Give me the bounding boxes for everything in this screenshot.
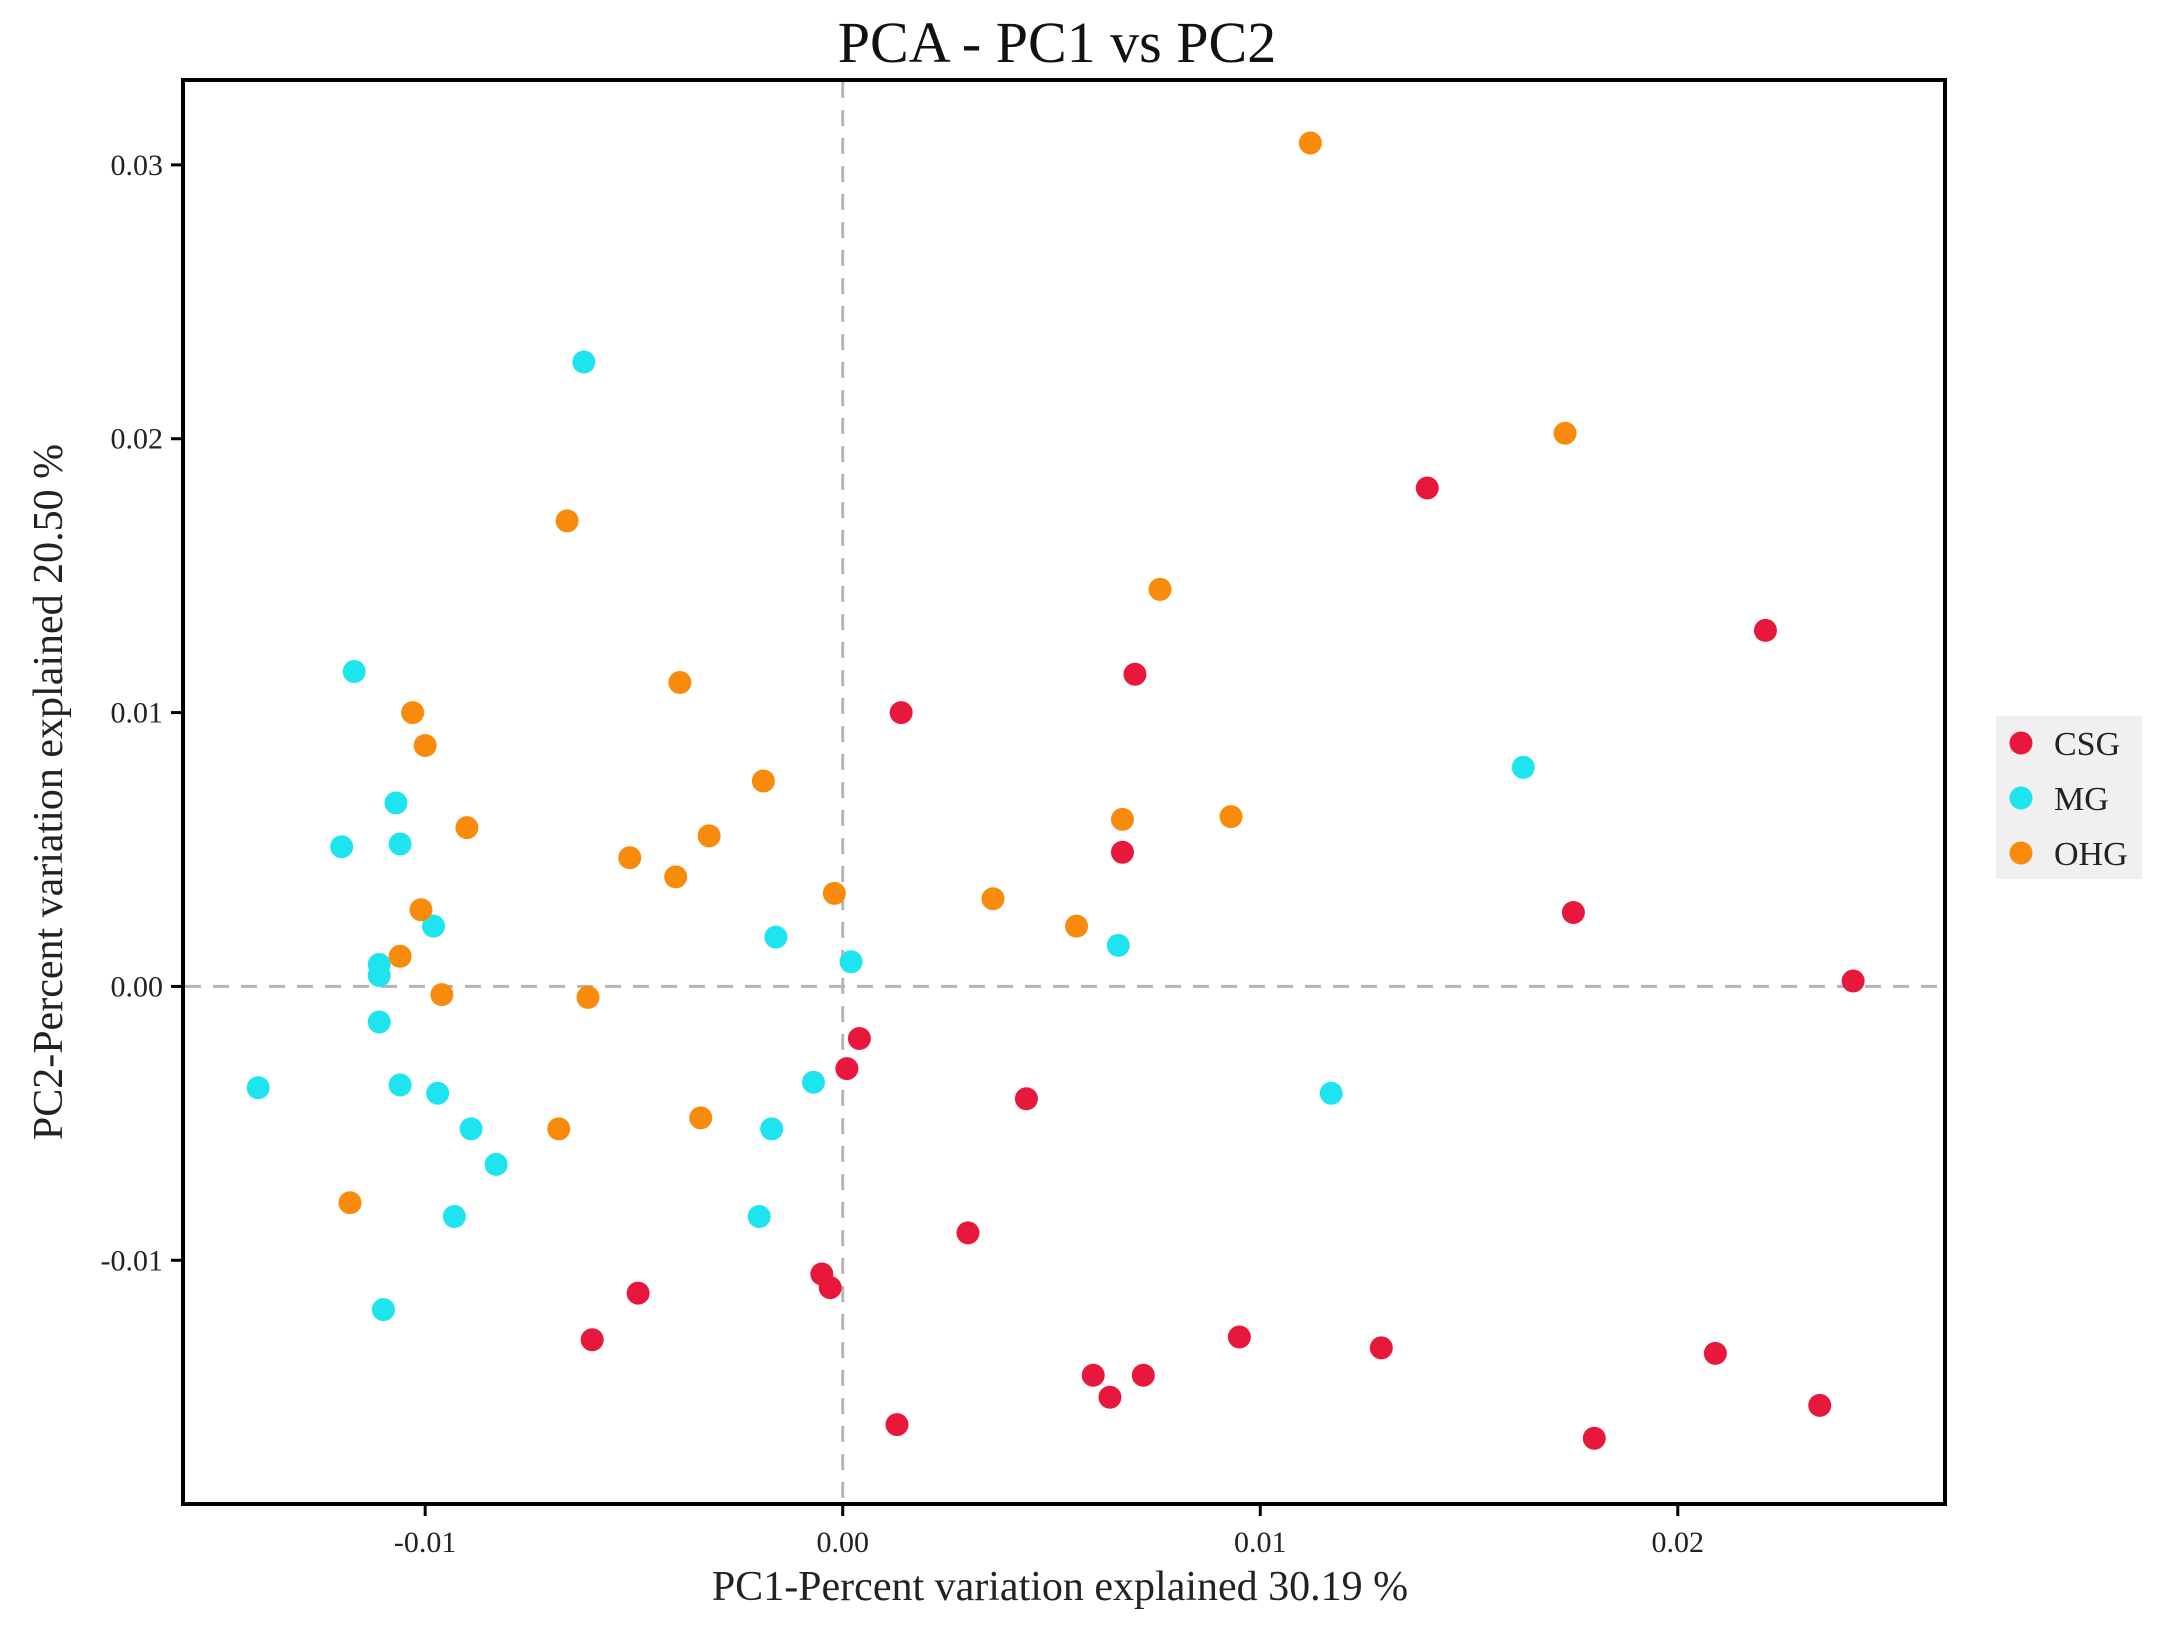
point-csg	[885, 1413, 909, 1437]
legend-key-ohg	[2009, 841, 2033, 865]
point-csg	[1081, 1363, 1105, 1387]
point-csg	[835, 1057, 859, 1081]
point-csg	[626, 1281, 650, 1305]
plot-area	[181, 78, 1947, 1506]
point-ohg	[555, 509, 579, 533]
point-csg	[847, 1026, 871, 1050]
point-ohg	[981, 887, 1005, 911]
point-csg	[1369, 1336, 1393, 1360]
point-ohg	[1298, 131, 1322, 155]
point-mg	[367, 963, 391, 987]
point-ohg	[1148, 577, 1172, 601]
point-ohg	[455, 816, 479, 840]
point-ohg	[401, 701, 425, 725]
point-mg	[422, 914, 446, 938]
point-ohg	[1110, 807, 1134, 831]
point-csg	[1808, 1393, 1832, 1417]
point-csg	[1582, 1426, 1606, 1450]
y-tick-label: 0.02	[111, 423, 164, 456]
point-csg	[1014, 1087, 1038, 1111]
point-mg	[839, 950, 863, 974]
y-axis-title: PC2-Percent variation explained 20.50 %	[26, 444, 72, 1140]
point-mg	[330, 835, 354, 859]
point-mg	[1511, 755, 1535, 779]
x-tick-label: 0.02	[1652, 1526, 1705, 1559]
point-ohg	[338, 1191, 362, 1215]
point-ohg	[689, 1106, 713, 1130]
point-csg	[1227, 1325, 1251, 1349]
point-mg	[459, 1117, 483, 1141]
point-mg	[1319, 1081, 1343, 1105]
point-ohg	[409, 898, 433, 922]
y-axis: -0.01 0.00 0.01 0.02 0.03	[101, 149, 183, 1277]
point-ohg	[751, 769, 775, 793]
point-csg	[1753, 618, 1777, 642]
data-points	[246, 131, 1865, 1450]
y-tick-label: -0.01	[101, 1244, 164, 1277]
x-tick-label: 0.00	[816, 1526, 869, 1559]
point-ohg	[413, 733, 437, 757]
point-csg	[1841, 969, 1865, 993]
legend-label-ohg: OHG	[2054, 836, 2128, 873]
point-csg	[580, 1328, 604, 1352]
x-tick-label: -0.01	[394, 1526, 457, 1559]
point-ohg	[388, 944, 412, 968]
point-mg	[367, 1010, 391, 1034]
point-csg	[889, 701, 913, 725]
point-csg	[1110, 840, 1134, 864]
point-csg	[956, 1221, 980, 1245]
point-mg	[801, 1070, 825, 1094]
point-csg	[1561, 900, 1585, 924]
point-mg	[572, 350, 596, 374]
point-csg	[818, 1276, 842, 1300]
chart-title: PCA - PC1 vs PC2	[838, 10, 1276, 75]
x-tick-label: 0.01	[1234, 1526, 1287, 1559]
point-csg	[1123, 662, 1147, 686]
point-mg	[1106, 933, 1130, 957]
point-mg	[371, 1298, 395, 1322]
y-tick-label: 0.01	[111, 697, 164, 730]
point-ohg	[664, 865, 688, 889]
legend-label-mg: MG	[2054, 781, 2109, 818]
point-csg	[1098, 1385, 1122, 1409]
point-ohg	[822, 881, 846, 905]
point-csg	[1703, 1341, 1727, 1365]
x-axis: -0.01 0.00 0.01 0.02	[394, 1504, 1704, 1559]
legend: CSG MG OHG	[1996, 716, 2142, 879]
point-ohg	[1553, 421, 1577, 445]
point-mg	[388, 1073, 412, 1097]
point-csg	[1131, 1363, 1155, 1387]
point-ohg	[1065, 914, 1089, 938]
legend-label-csg: CSG	[2054, 726, 2120, 763]
point-ohg	[1219, 805, 1243, 829]
point-ohg	[697, 824, 721, 848]
point-mg	[388, 832, 412, 856]
legend-key-mg	[2009, 786, 2033, 810]
point-mg	[442, 1204, 466, 1228]
point-mg	[342, 660, 366, 684]
point-mg	[426, 1081, 450, 1105]
y-tick-label: 0.03	[111, 149, 164, 182]
reference-lines	[185, 82, 1943, 1502]
x-axis-title: PC1-Percent variation explained 30.19 %	[712, 1564, 1408, 1610]
point-ohg	[576, 985, 600, 1009]
point-ohg	[668, 670, 692, 694]
point-mg	[384, 791, 408, 815]
point-mg	[760, 1117, 784, 1141]
point-ohg	[430, 983, 454, 1007]
point-ohg	[547, 1117, 571, 1141]
point-ohg	[618, 846, 642, 870]
y-tick-label: 0.00	[111, 970, 164, 1003]
legend-key-csg	[2009, 731, 2033, 755]
point-mg	[484, 1152, 508, 1176]
point-mg	[246, 1076, 270, 1100]
point-mg	[764, 925, 788, 949]
point-mg	[747, 1204, 771, 1228]
point-csg	[1415, 476, 1439, 500]
